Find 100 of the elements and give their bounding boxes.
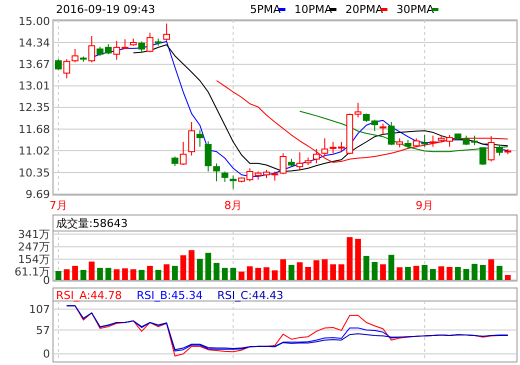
bar bbox=[488, 259, 494, 280]
bar bbox=[346, 237, 353, 280]
legend-label: 30PMA bbox=[396, 3, 435, 16]
bar bbox=[496, 266, 502, 280]
bar bbox=[413, 266, 420, 280]
bar bbox=[305, 266, 312, 280]
bar bbox=[438, 266, 444, 280]
bar bbox=[122, 268, 128, 280]
line-series bbox=[216, 80, 508, 163]
bar bbox=[172, 266, 178, 280]
legend-label: 10PMA bbox=[294, 3, 333, 16]
bar bbox=[64, 269, 70, 280]
x-tick-label: 9月 bbox=[416, 199, 434, 212]
bar bbox=[88, 262, 95, 280]
bar bbox=[214, 262, 220, 280]
bar bbox=[280, 259, 286, 280]
candlestick bbox=[221, 171, 228, 182]
bar bbox=[380, 264, 386, 280]
candlestick bbox=[296, 152, 304, 170]
bar bbox=[222, 268, 228, 280]
candlestick bbox=[396, 138, 404, 148]
bar bbox=[72, 266, 78, 280]
bar bbox=[138, 270, 145, 280]
bar bbox=[338, 264, 344, 280]
y-tick-label: 15.00 bbox=[18, 14, 50, 28]
bar bbox=[454, 266, 461, 280]
legend-label: 5PMA bbox=[250, 3, 282, 16]
bar bbox=[372, 262, 378, 280]
candlestick bbox=[63, 58, 70, 79]
candlestick bbox=[213, 162, 220, 182]
chart-title: 2016-09-19 09:43 bbox=[56, 3, 156, 16]
bar bbox=[164, 264, 170, 280]
candlestick bbox=[280, 152, 287, 175]
x-tick-label: 8月 bbox=[224, 199, 242, 212]
bar bbox=[97, 268, 103, 280]
bar bbox=[105, 268, 112, 280]
bar bbox=[155, 270, 162, 280]
bar bbox=[355, 238, 361, 280]
bar bbox=[147, 266, 153, 280]
bar bbox=[114, 269, 120, 280]
series-label: RSI_A:44.78 bbox=[56, 289, 122, 302]
bar bbox=[388, 254, 394, 280]
y-tick-label: 10.35 bbox=[18, 166, 50, 180]
bar bbox=[238, 272, 244, 280]
bar bbox=[246, 266, 253, 280]
y-tick-label: 13.67 bbox=[18, 58, 50, 72]
bar bbox=[330, 264, 336, 280]
legend-label: 20PMA bbox=[345, 3, 384, 16]
bar bbox=[130, 269, 136, 280]
candlestick bbox=[188, 122, 195, 156]
bar bbox=[55, 270, 62, 280]
bar bbox=[272, 270, 278, 280]
candlestick bbox=[146, 32, 154, 53]
candlestick bbox=[196, 130, 204, 148]
candlestick bbox=[138, 41, 146, 53]
bar bbox=[504, 275, 511, 280]
y-tick-label: 11.02 bbox=[18, 144, 50, 158]
y-tick-label: 0 bbox=[43, 348, 50, 361]
candlestick bbox=[172, 156, 178, 166]
bar bbox=[205, 252, 212, 280]
bar bbox=[446, 266, 452, 280]
candlestick bbox=[204, 140, 212, 172]
bar bbox=[255, 268, 262, 280]
bar bbox=[422, 264, 428, 280]
candlestick bbox=[380, 123, 386, 135]
bar bbox=[188, 250, 194, 280]
candlestick bbox=[412, 138, 420, 148]
candlestick bbox=[430, 135, 436, 148]
candlestick bbox=[180, 141, 187, 166]
bar bbox=[196, 258, 203, 280]
y-tick-label: 0 bbox=[43, 274, 50, 287]
bar bbox=[264, 267, 270, 280]
bar bbox=[230, 268, 236, 280]
y-tick-label: 341万 bbox=[18, 228, 50, 241]
y-tick-label: 12.35 bbox=[18, 101, 50, 114]
candlestick bbox=[88, 35, 96, 63]
y-tick-label: 9.69 bbox=[26, 188, 50, 201]
y-tick-label: 11.68 bbox=[18, 123, 50, 136]
bar bbox=[430, 268, 436, 280]
y-tick-label: 57 bbox=[36, 324, 50, 337]
bar bbox=[180, 255, 186, 280]
candlestick bbox=[54, 58, 62, 70]
y-tick-label: 14.34 bbox=[18, 36, 50, 50]
bar bbox=[396, 267, 403, 280]
bar bbox=[480, 264, 486, 280]
series-label: RSI_B:45.34 bbox=[136, 289, 203, 302]
bar bbox=[463, 268, 470, 280]
y-tick-label: 107 bbox=[29, 302, 50, 316]
bar bbox=[314, 260, 320, 280]
chart-title: 成交量:58643 bbox=[56, 217, 128, 230]
bar bbox=[363, 256, 370, 280]
text: RSI_C:44.43 bbox=[217, 289, 284, 302]
candlestick bbox=[72, 48, 78, 63]
y-tick-label: 247万 bbox=[18, 240, 50, 254]
bar bbox=[322, 259, 328, 280]
y-tick-label: 154万 bbox=[18, 253, 50, 266]
x-tick-label: 7月 bbox=[49, 199, 68, 212]
candlestick bbox=[421, 134, 428, 148]
candlestick bbox=[404, 139, 412, 150]
bar bbox=[80, 270, 86, 280]
